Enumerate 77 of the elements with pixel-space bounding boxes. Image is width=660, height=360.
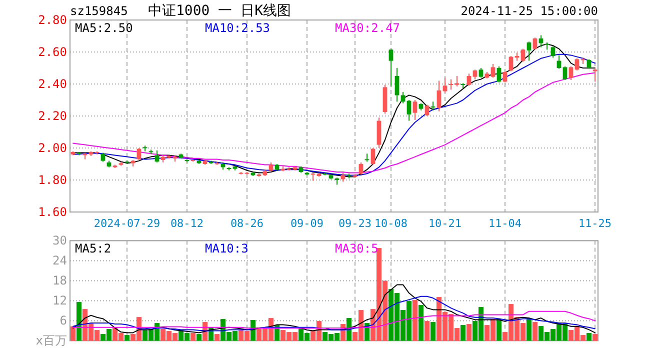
candlestick bbox=[508, 56, 514, 72]
candlestick bbox=[400, 92, 406, 104]
text: 2024-11-25 15:00:00 bbox=[460, 4, 598, 18]
bar bbox=[496, 319, 502, 341]
candlestick bbox=[550, 46, 556, 58]
text: MA30:2.47 bbox=[335, 21, 400, 35]
bar bbox=[418, 305, 424, 341]
text: MA5:2 bbox=[75, 242, 112, 256]
bar bbox=[412, 300, 418, 341]
x-tick-label: 08-26 bbox=[230, 217, 264, 230]
bar bbox=[424, 321, 430, 341]
y-tick-label: 30 bbox=[52, 234, 67, 248]
candlestick bbox=[502, 70, 508, 83]
candlestick bbox=[574, 58, 580, 71]
x-tick-label: 2024-07-29 bbox=[94, 217, 160, 230]
x-tick-label: 08-12 bbox=[170, 217, 204, 230]
candlestick bbox=[520, 48, 526, 62]
candlestick bbox=[496, 66, 502, 83]
x-tick-label: 09-23 bbox=[338, 217, 372, 230]
y-tick-label: 6 bbox=[60, 314, 67, 328]
candlestick bbox=[568, 66, 574, 80]
bar bbox=[124, 335, 130, 341]
x-tick-label: 09-09 bbox=[290, 217, 324, 230]
candlestick bbox=[358, 162, 364, 175]
bar bbox=[532, 322, 538, 341]
y-tick-label: 2.40 bbox=[38, 77, 67, 91]
bar bbox=[586, 333, 592, 341]
candlestick bbox=[394, 68, 400, 102]
bar bbox=[190, 333, 196, 341]
bar bbox=[430, 322, 436, 341]
text: MA10:3 bbox=[205, 242, 248, 256]
candlestick bbox=[388, 48, 394, 87]
y-tick-label: 18 bbox=[52, 274, 67, 288]
y-tick-label: 2.20 bbox=[38, 109, 67, 123]
candlestick bbox=[424, 104, 430, 116]
candlestick bbox=[406, 100, 412, 122]
y-tick-label: 2.80 bbox=[38, 13, 67, 27]
x-tick-label: 11-04 bbox=[488, 217, 522, 230]
candlestick bbox=[526, 41, 532, 62]
bar bbox=[214, 334, 220, 341]
line-series bbox=[72, 296, 596, 332]
bar bbox=[70, 326, 76, 341]
y-tick-label: 2.00 bbox=[38, 141, 67, 155]
candlestick bbox=[472, 69, 478, 80]
chart-title: 中证1000 一 日K线图 bbox=[148, 3, 292, 19]
candlestick bbox=[478, 68, 484, 78]
text: MA5:2.50 bbox=[75, 21, 133, 35]
y-tick-label: 1.60 bbox=[38, 205, 67, 219]
candlestick bbox=[454, 76, 460, 87]
candlestick bbox=[562, 66, 568, 80]
bar bbox=[526, 318, 532, 341]
candlestick bbox=[370, 148, 376, 166]
bar bbox=[196, 334, 202, 341]
text: MA10:2.53 bbox=[205, 21, 270, 35]
bar bbox=[460, 325, 466, 341]
bar bbox=[592, 334, 598, 341]
candlestick bbox=[466, 73, 472, 86]
y-tick-label: 12 bbox=[52, 294, 67, 308]
y-tick-label: 24 bbox=[52, 254, 67, 268]
candlestick bbox=[436, 80, 442, 112]
candlestick bbox=[412, 100, 418, 120]
line-series bbox=[72, 284, 596, 334]
text: sz159845 bbox=[70, 4, 128, 18]
y-tick-label: 1.80 bbox=[38, 173, 67, 187]
bar bbox=[466, 324, 472, 341]
candlestick bbox=[532, 37, 538, 50]
candlestick bbox=[154, 150, 160, 163]
line-series bbox=[72, 310, 596, 329]
candlestick bbox=[490, 64, 496, 78]
text: MA30:5 bbox=[335, 242, 378, 256]
bar bbox=[76, 302, 82, 341]
y-tick-label: 2.60 bbox=[38, 45, 67, 59]
x-tick-label: 10-08 bbox=[374, 217, 408, 230]
x-tick-label: 10-21 bbox=[428, 217, 462, 230]
candlestick bbox=[586, 58, 592, 70]
x-tick-label: 11-25 bbox=[578, 217, 612, 230]
y-tick-label: x百万 bbox=[36, 334, 67, 348]
